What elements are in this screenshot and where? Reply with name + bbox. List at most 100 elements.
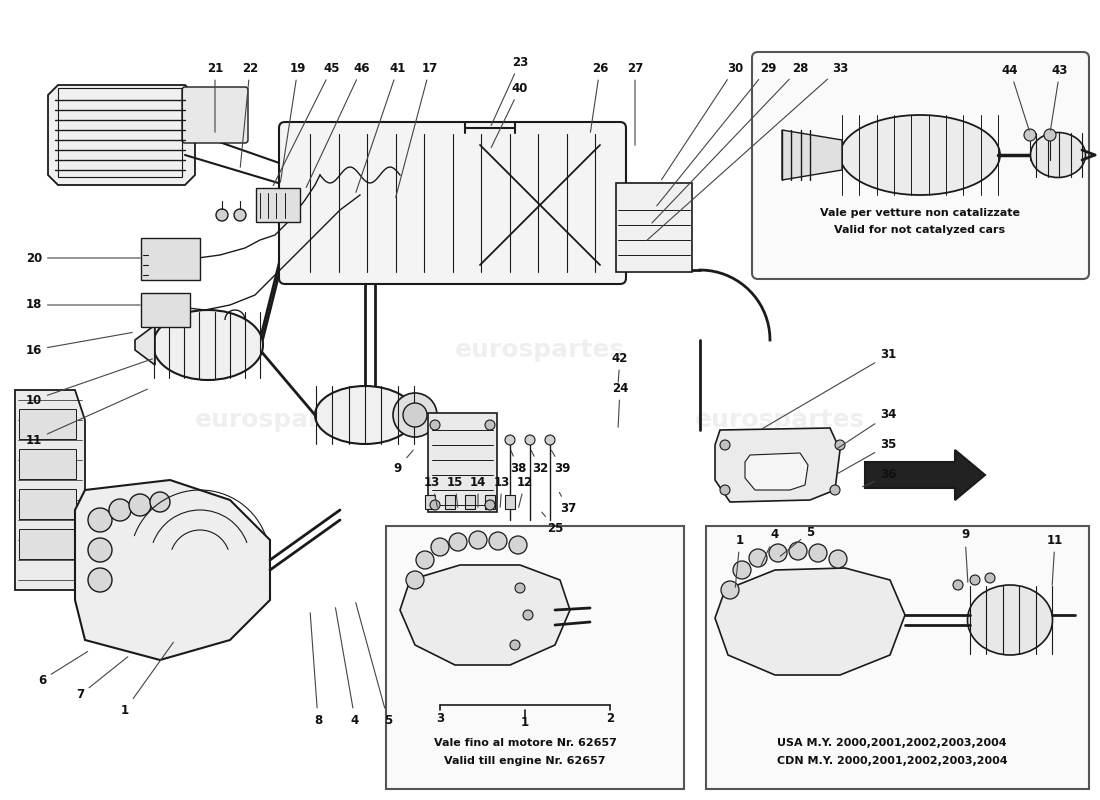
FancyBboxPatch shape: [19, 449, 76, 479]
Text: Vale fino al motore Nr. 62657: Vale fino al motore Nr. 62657: [433, 738, 616, 748]
FancyBboxPatch shape: [141, 293, 190, 327]
Circle shape: [403, 403, 427, 427]
Circle shape: [88, 538, 112, 562]
Text: 14: 14: [470, 475, 486, 507]
Text: eurospartes: eurospartes: [195, 408, 365, 432]
Text: 31: 31: [762, 349, 896, 429]
Text: eurospartes: eurospartes: [695, 408, 865, 432]
Text: 7: 7: [76, 657, 128, 702]
Polygon shape: [782, 130, 842, 180]
Text: 5: 5: [780, 526, 814, 556]
Text: 4: 4: [761, 529, 779, 566]
Text: 44: 44: [1002, 63, 1030, 130]
Polygon shape: [400, 565, 570, 665]
Circle shape: [234, 209, 246, 221]
Circle shape: [510, 640, 520, 650]
Circle shape: [109, 499, 131, 521]
Circle shape: [522, 610, 534, 620]
Circle shape: [216, 209, 228, 221]
Text: 20: 20: [25, 251, 140, 265]
Circle shape: [720, 581, 739, 599]
Text: 37: 37: [559, 493, 576, 514]
Text: USA M.Y. 2000,2001,2002,2003,2004: USA M.Y. 2000,2001,2002,2003,2004: [778, 738, 1006, 748]
FancyBboxPatch shape: [616, 183, 692, 272]
Circle shape: [469, 531, 487, 549]
Text: 18: 18: [25, 298, 140, 311]
Circle shape: [485, 500, 495, 510]
Circle shape: [490, 532, 507, 550]
Circle shape: [129, 494, 151, 516]
Text: Valid till engine Nr. 62657: Valid till engine Nr. 62657: [444, 756, 606, 766]
Text: 13: 13: [424, 475, 440, 507]
Circle shape: [515, 583, 525, 593]
Polygon shape: [745, 453, 808, 490]
Text: 2: 2: [606, 711, 614, 725]
Bar: [425, 495, 435, 509]
Text: 3: 3: [436, 711, 444, 725]
Text: 43: 43: [1050, 63, 1068, 130]
Text: 24: 24: [612, 382, 628, 427]
Circle shape: [449, 533, 468, 551]
Ellipse shape: [1031, 133, 1086, 178]
Circle shape: [1024, 129, 1036, 141]
Text: 42: 42: [612, 351, 628, 382]
Polygon shape: [135, 325, 155, 365]
Text: eurospartes: eurospartes: [465, 608, 635, 632]
FancyBboxPatch shape: [141, 238, 200, 280]
Circle shape: [808, 544, 827, 562]
Bar: [505, 495, 515, 509]
Circle shape: [430, 420, 440, 430]
Circle shape: [509, 536, 527, 554]
Circle shape: [393, 393, 437, 437]
Text: 29: 29: [657, 62, 777, 206]
FancyBboxPatch shape: [19, 529, 76, 559]
Text: 30: 30: [661, 62, 744, 180]
FancyBboxPatch shape: [256, 188, 300, 222]
Text: 16: 16: [25, 333, 132, 357]
Text: 38: 38: [509, 450, 526, 474]
Circle shape: [984, 573, 996, 583]
Text: 35: 35: [837, 438, 896, 474]
Circle shape: [789, 542, 807, 560]
Text: 33: 33: [647, 62, 848, 240]
Text: 21: 21: [207, 62, 223, 132]
Circle shape: [150, 492, 170, 512]
Text: 1: 1: [735, 534, 744, 587]
Text: 28: 28: [652, 62, 808, 223]
Polygon shape: [48, 85, 195, 185]
Text: 25: 25: [542, 512, 563, 534]
Circle shape: [733, 561, 751, 579]
Circle shape: [430, 500, 440, 510]
Text: 1: 1: [521, 717, 529, 730]
Text: 11: 11: [25, 389, 147, 446]
Text: 36: 36: [862, 469, 896, 487]
Circle shape: [406, 571, 424, 589]
Text: 17: 17: [396, 62, 438, 198]
Circle shape: [88, 568, 112, 592]
Circle shape: [544, 435, 556, 445]
Text: 9: 9: [394, 450, 414, 474]
FancyBboxPatch shape: [752, 52, 1089, 279]
Text: 23: 23: [492, 55, 528, 126]
Text: 19: 19: [280, 62, 306, 182]
Bar: [446, 495, 455, 509]
Ellipse shape: [153, 310, 263, 380]
Circle shape: [505, 435, 515, 445]
Circle shape: [835, 440, 845, 450]
Text: Vale per vetture non catalizzate: Vale per vetture non catalizzate: [820, 208, 1020, 218]
Text: 4: 4: [336, 608, 359, 726]
FancyBboxPatch shape: [182, 87, 248, 143]
Circle shape: [720, 440, 730, 450]
FancyBboxPatch shape: [19, 489, 76, 519]
Circle shape: [749, 549, 767, 567]
FancyBboxPatch shape: [19, 409, 76, 439]
FancyBboxPatch shape: [279, 122, 626, 284]
Text: 10: 10: [25, 359, 153, 406]
Text: Valid for not catalyzed cars: Valid for not catalyzed cars: [835, 225, 1005, 235]
Circle shape: [829, 550, 847, 568]
Circle shape: [953, 580, 962, 590]
Circle shape: [769, 544, 786, 562]
Text: 6: 6: [37, 651, 88, 686]
Text: 8: 8: [310, 613, 322, 726]
Circle shape: [720, 485, 730, 495]
